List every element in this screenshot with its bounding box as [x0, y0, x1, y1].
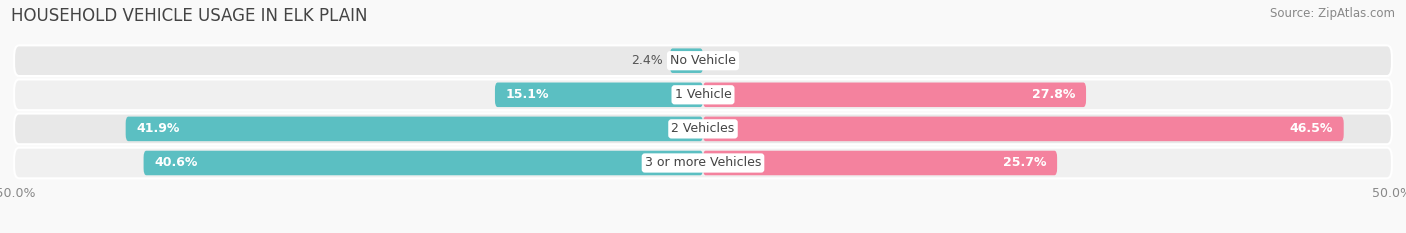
Text: No Vehicle: No Vehicle — [671, 54, 735, 67]
Text: 25.7%: 25.7% — [1002, 157, 1046, 169]
Text: 46.5%: 46.5% — [1289, 122, 1333, 135]
Text: 27.8%: 27.8% — [1032, 88, 1076, 101]
FancyBboxPatch shape — [125, 116, 703, 141]
Text: HOUSEHOLD VEHICLE USAGE IN ELK PLAIN: HOUSEHOLD VEHICLE USAGE IN ELK PLAIN — [11, 7, 368, 25]
FancyBboxPatch shape — [669, 48, 703, 73]
FancyBboxPatch shape — [143, 151, 703, 175]
FancyBboxPatch shape — [14, 45, 1392, 76]
Text: 41.9%: 41.9% — [136, 122, 180, 135]
FancyBboxPatch shape — [14, 148, 1392, 178]
Text: 2 Vehicles: 2 Vehicles — [672, 122, 734, 135]
Text: Source: ZipAtlas.com: Source: ZipAtlas.com — [1270, 7, 1395, 20]
Text: 1 Vehicle: 1 Vehicle — [675, 88, 731, 101]
FancyBboxPatch shape — [14, 79, 1392, 110]
FancyBboxPatch shape — [495, 82, 703, 107]
FancyBboxPatch shape — [703, 116, 1344, 141]
FancyBboxPatch shape — [14, 113, 1392, 144]
Text: 15.1%: 15.1% — [506, 88, 550, 101]
FancyBboxPatch shape — [703, 151, 1057, 175]
Text: 2.4%: 2.4% — [631, 54, 664, 67]
Text: 40.6%: 40.6% — [155, 157, 198, 169]
Text: 3 or more Vehicles: 3 or more Vehicles — [645, 157, 761, 169]
FancyBboxPatch shape — [703, 82, 1085, 107]
